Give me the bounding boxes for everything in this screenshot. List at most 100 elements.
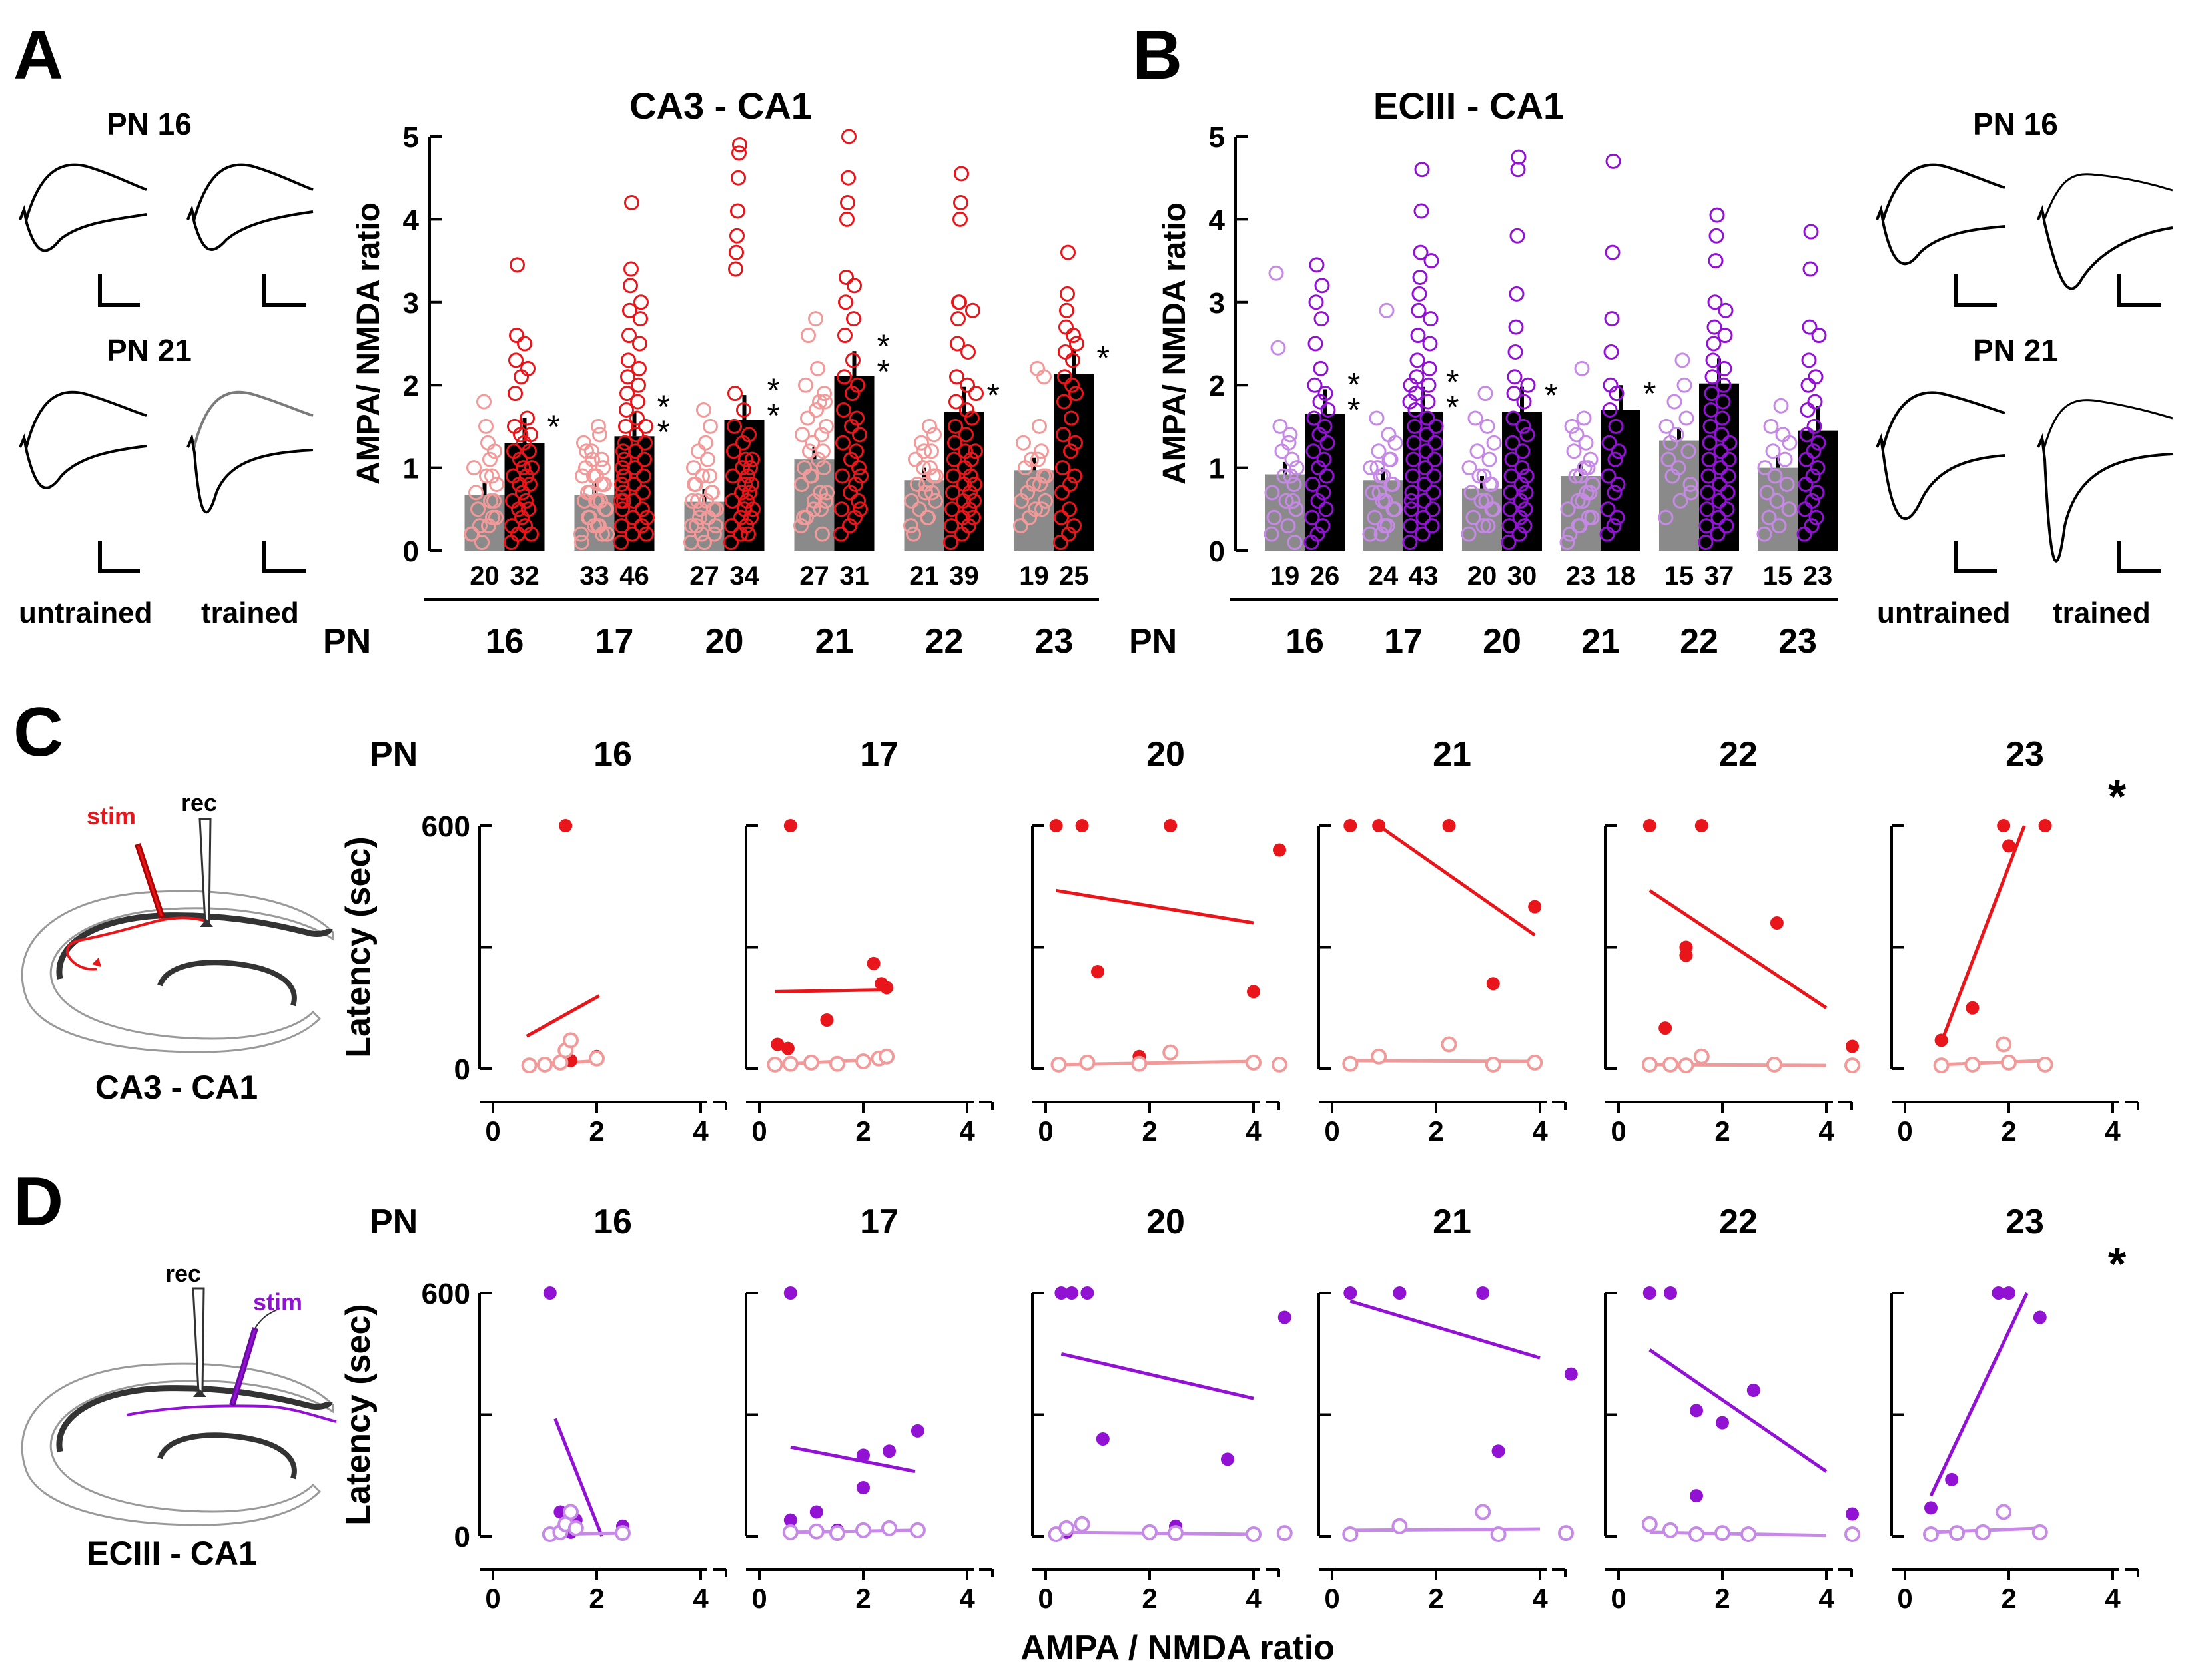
y-axis-label: Latency (sec) xyxy=(339,836,378,1057)
point-untrained xyxy=(1674,352,1690,368)
category-label: 22 xyxy=(1680,622,1718,661)
point-untrained xyxy=(1658,418,1674,434)
point-untrained xyxy=(595,460,611,476)
point-untrained xyxy=(1766,1056,1782,1073)
point-untrained xyxy=(803,1054,819,1071)
point-trained xyxy=(1503,468,1519,484)
point-trained xyxy=(543,1286,557,1300)
point-untrained xyxy=(1566,443,1582,459)
point-trained xyxy=(963,468,978,484)
point-trained xyxy=(629,410,645,426)
point-untrained xyxy=(1363,460,1379,476)
point-trained xyxy=(1421,360,1437,376)
panel-b-letter: B xyxy=(1132,17,1182,94)
n-label-untrained: 19 xyxy=(1019,561,1049,591)
point-trained xyxy=(1247,985,1260,999)
point-trained xyxy=(731,170,746,186)
point-untrained xyxy=(1287,535,1303,551)
fit-line-trained xyxy=(1648,1348,1828,1473)
point-trained xyxy=(518,493,534,509)
point-trained xyxy=(851,460,867,476)
fit-line-trained xyxy=(790,1445,916,1474)
point-untrained xyxy=(1475,518,1491,534)
point-trained xyxy=(771,1037,785,1051)
point-untrained xyxy=(1564,418,1580,434)
category-label: 23 xyxy=(1035,622,1074,661)
x-tick-label: 4 xyxy=(959,1583,975,1614)
point-untrained xyxy=(1662,1056,1678,1073)
point-untrained xyxy=(703,418,718,434)
subplot-pn-23: 23 * 0 2 4 xyxy=(1890,1203,2139,1614)
point-trained xyxy=(1419,427,1435,443)
point-untrained xyxy=(687,476,702,492)
point-trained xyxy=(615,443,631,459)
ca1-neuron-icon xyxy=(200,919,213,927)
point-trained xyxy=(851,493,866,509)
point-untrained xyxy=(1559,535,1575,551)
point-untrained xyxy=(697,535,712,551)
point-untrained xyxy=(1032,418,1047,434)
point-untrained xyxy=(920,509,936,525)
point-trained xyxy=(1664,1286,1677,1300)
point-untrained xyxy=(1662,1522,1678,1538)
point-untrained xyxy=(591,418,606,434)
point-untrained xyxy=(485,509,500,525)
point-trained xyxy=(637,451,652,467)
panel-b-title: ECIII - CA1 xyxy=(1373,85,1564,127)
point-trained xyxy=(1600,501,1616,517)
x-tick-label: 2 xyxy=(855,1583,871,1614)
point-untrained xyxy=(1281,435,1297,451)
point-trained xyxy=(639,526,654,542)
point-untrained xyxy=(709,501,724,517)
point-trained xyxy=(837,328,853,344)
point-trained xyxy=(522,443,537,459)
point-trained xyxy=(729,244,744,260)
point-trained xyxy=(508,386,523,402)
point-untrained xyxy=(1461,526,1477,542)
trace-b-pn16-untrained-nmda xyxy=(1876,163,2005,223)
point-untrained xyxy=(1666,394,1682,410)
point-trained xyxy=(965,302,980,318)
point-trained xyxy=(1406,435,1422,451)
point-trained xyxy=(617,435,633,451)
point-trained xyxy=(1810,435,1826,451)
point-trained xyxy=(1405,451,1421,467)
point-untrained xyxy=(903,518,918,534)
point-trained xyxy=(1318,501,1334,517)
point-untrained xyxy=(563,1504,579,1520)
trace-a-pn21-untrained-nmda xyxy=(19,390,147,451)
point-untrained xyxy=(922,460,938,476)
point-trained xyxy=(1305,443,1321,459)
y-tick-label: 4 xyxy=(1209,204,1226,236)
panel-b-traces xyxy=(1876,163,2173,563)
point-trained xyxy=(883,1444,896,1458)
point-trained xyxy=(840,195,855,211)
point-trained xyxy=(1304,509,1320,525)
point-untrained xyxy=(1568,468,1584,484)
point-untrained xyxy=(702,468,717,484)
trace-a-pn16-trained-ampa xyxy=(186,205,314,251)
point-trained xyxy=(1706,336,1722,352)
point-trained xyxy=(945,485,960,501)
point-untrained xyxy=(1576,410,1592,426)
point-trained xyxy=(1311,427,1327,443)
point-trained xyxy=(1068,386,1084,402)
fit-line-trained xyxy=(1377,824,1536,937)
point-untrained xyxy=(817,394,833,410)
point-trained xyxy=(729,228,745,244)
point-untrained xyxy=(483,493,498,509)
point-untrained xyxy=(805,435,820,451)
point-trained xyxy=(613,535,629,551)
point-untrained xyxy=(1676,377,1692,393)
point-untrained xyxy=(812,394,827,410)
point-untrained xyxy=(1276,468,1292,484)
point-untrained xyxy=(470,501,486,517)
point-trained xyxy=(1564,1367,1578,1381)
y-tick-label: 2 xyxy=(1209,370,1225,402)
point-trained xyxy=(1719,501,1735,517)
scalebar xyxy=(262,541,306,573)
fit-line-trained xyxy=(1060,1352,1254,1400)
x-tick-label: 4 xyxy=(693,1583,709,1614)
point-trained xyxy=(1343,819,1357,832)
point-untrained xyxy=(615,1525,631,1541)
